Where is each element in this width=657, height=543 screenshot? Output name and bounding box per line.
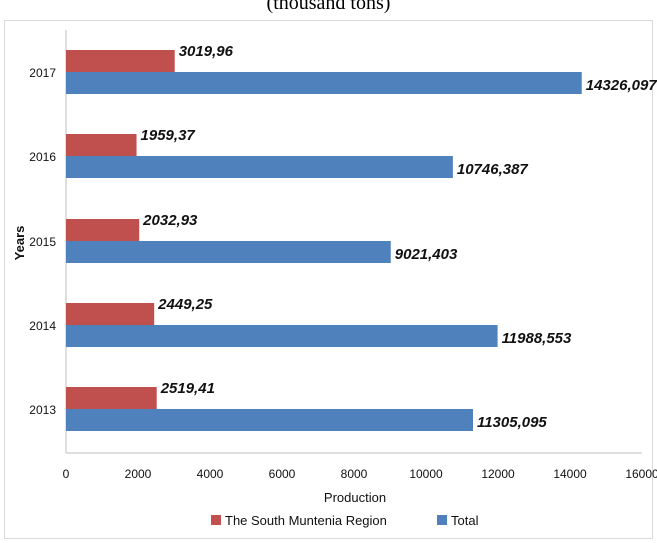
bar-total — [66, 409, 473, 431]
y-axis-label: Years — [12, 226, 27, 261]
bar-south-muntenia — [66, 134, 137, 156]
data-label: 2449,25 — [157, 296, 213, 313]
data-label: 10746,387 — [457, 161, 529, 178]
data-label: 9021,403 — [395, 246, 458, 263]
y-tick-label: 2017 — [29, 66, 56, 80]
y-tick-label: 2015 — [29, 235, 56, 249]
legend-label: Total — [451, 513, 479, 528]
data-label: 14326,097 — [586, 77, 657, 94]
bar-south-muntenia — [66, 387, 157, 409]
bar-south-muntenia — [66, 219, 140, 241]
x-tick-label: 0 — [63, 467, 70, 481]
legend-swatch-south-muntenia — [211, 515, 221, 525]
x-tick-label: 2000 — [125, 467, 152, 481]
x-tick-label: 10000 — [409, 467, 443, 481]
bar-total — [66, 156, 453, 178]
bar-total — [66, 241, 391, 263]
x-tick-label: 6000 — [269, 467, 296, 481]
x-tick-label: 4000 — [197, 467, 224, 481]
y-tick-label: 2014 — [29, 319, 56, 333]
data-label: 11305,095 — [477, 414, 547, 431]
y-tick-label: 2013 — [29, 403, 56, 417]
legend-label: The South Muntenia Region — [225, 513, 387, 528]
x-tick-label: 12000 — [481, 467, 515, 481]
data-label: 3019,96 — [179, 43, 234, 60]
data-label: 2032,93 — [142, 212, 198, 229]
bar-south-muntenia — [66, 50, 175, 72]
x-tick-label: 8000 — [341, 467, 368, 481]
x-tick-label: 16000 — [625, 467, 657, 481]
y-tick-label: 2016 — [29, 150, 56, 164]
data-label: 1959,37 — [141, 127, 196, 144]
x-axis-label: Production — [324, 490, 386, 505]
data-label: 11988,553 — [502, 330, 572, 347]
bar-total — [66, 325, 498, 347]
chart-title: (thousand tons) — [266, 0, 391, 14]
bar-total — [66, 72, 582, 94]
bar-south-muntenia — [66, 303, 155, 325]
x-tick-label: 14000 — [553, 467, 587, 481]
data-label: 2519,41 — [160, 380, 215, 397]
legend-swatch-total — [437, 515, 447, 525]
